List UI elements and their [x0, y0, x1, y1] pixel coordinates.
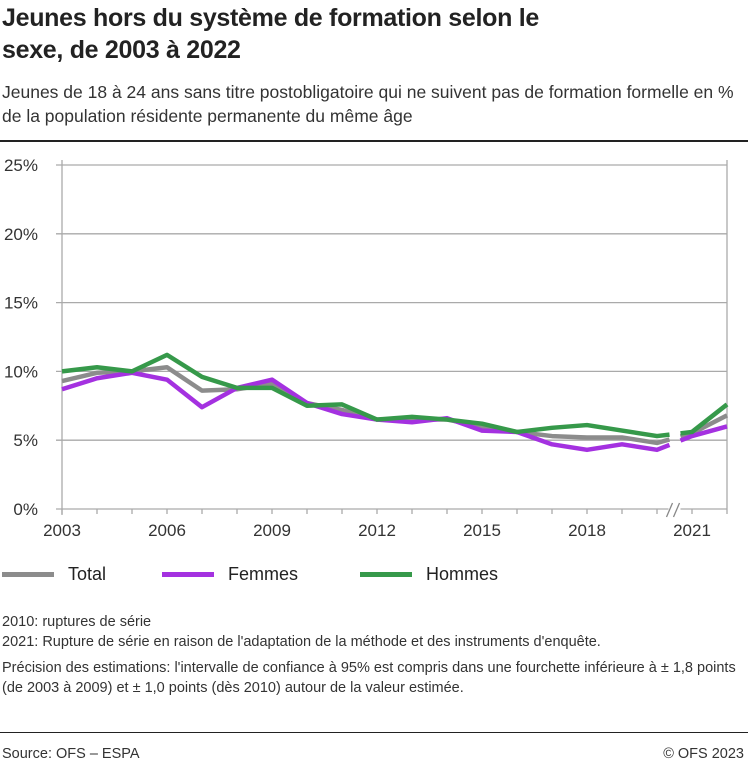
bottom-rule [0, 732, 748, 733]
x-tick-label: 2012 [358, 521, 396, 540]
source: Source: OFS – ESPA [2, 746, 140, 762]
chart-subtitle: Jeunes de 18 à 24 ans sans titre postobl… [2, 82, 734, 126]
x-tick-label: 2018 [568, 521, 606, 540]
y-tick-label: 5% [13, 431, 38, 450]
legend-item-total: Total [2, 564, 106, 585]
series-line-hommes [680, 402, 729, 436]
legend-swatch [162, 572, 214, 577]
axis-break-gap [668, 507, 681, 517]
legend-swatch [2, 572, 54, 577]
y-tick-label: 20% [4, 225, 38, 244]
legend-item-femmes: Femmes [162, 564, 298, 585]
note: Précision des estimations: l'intervalle … [2, 660, 736, 696]
note: 2010: ruptures de série [2, 614, 152, 630]
axis-break-mark [672, 502, 681, 518]
x-tick-label: 2021 [673, 521, 711, 540]
y-tick-label: 25% [4, 156, 38, 175]
legend-label: Hommes [426, 564, 499, 584]
line-chart: 0% 5% 10% 15% 20% 25% 2003 2006 2009 2012 2015 2018… [4, 156, 729, 540]
notes: 2010: ruptures de série 2021: Rupture de… [2, 612, 746, 698]
note: 2021: Rupture de série en raison de l'ad… [2, 634, 601, 650]
legend-label: Femmes [228, 564, 299, 584]
legend-swatch [360, 572, 412, 577]
x-tick-label: 2006 [148, 521, 186, 540]
legend-label: Total [68, 564, 107, 584]
y-tick-label: 15% [4, 294, 38, 313]
y-tick-label: 0% [13, 500, 38, 519]
axis-break-mark [665, 502, 674, 518]
y-tick-label: 10% [4, 362, 38, 381]
x-tick-label: 2003 [43, 521, 81, 540]
top-rule [0, 140, 748, 142]
series-line-femmes [679, 424, 728, 443]
series-line-hommes [61, 352, 670, 439]
chart-title: Jeunes hors du système de formation selo… [2, 4, 539, 64]
x-tick-label: 2009 [253, 521, 291, 540]
copyright: © OFS 2023 [663, 746, 744, 762]
x-tick-label: 2015 [463, 521, 501, 540]
legend-item-hommes: Hommes [360, 564, 498, 585]
